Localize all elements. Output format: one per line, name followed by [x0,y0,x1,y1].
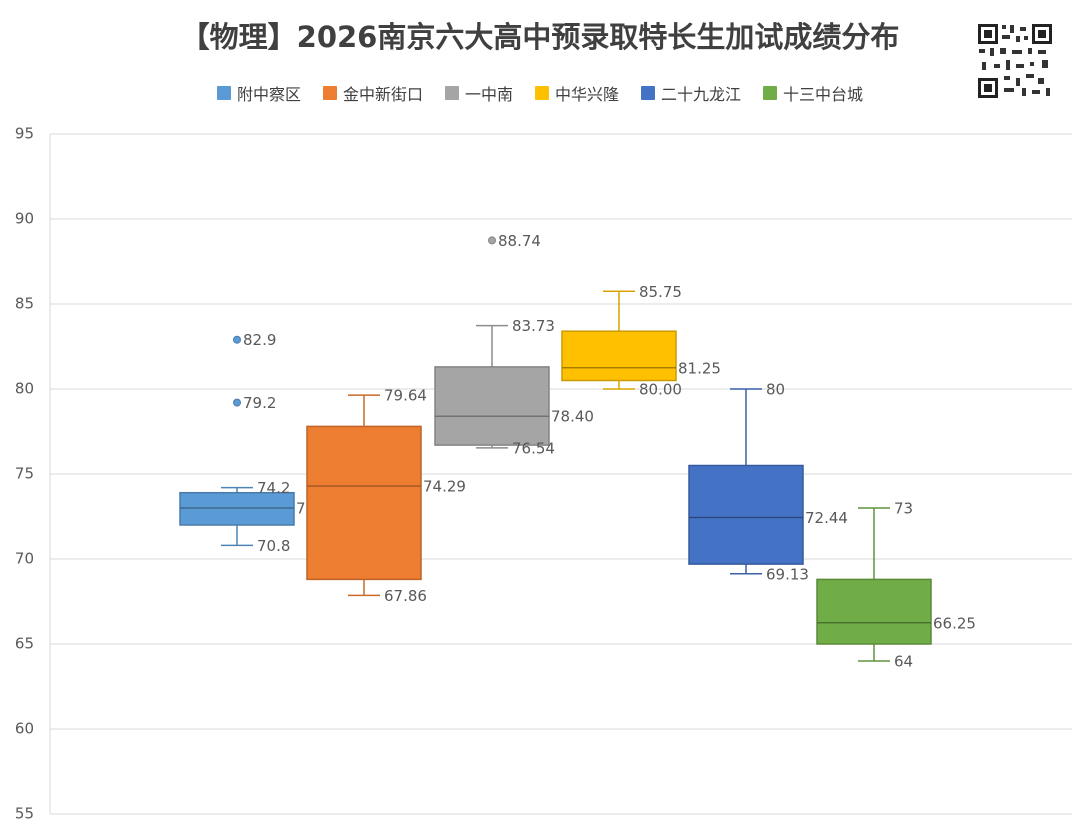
max-label: 79.64 [384,387,427,405]
y-tick-label: 55 [15,805,34,823]
box [306,425,422,581]
median-label: 81.25 [678,359,721,377]
max-label: 85.75 [639,283,682,301]
legend-label: 金中新街口 [342,85,423,104]
box [816,578,932,645]
median-label: 78.40 [551,408,594,426]
y-tick-label: 95 [15,125,34,143]
legend-label: 十三中台城 [783,85,864,104]
chart-legend: 附中察区 金中新街口 一中南 中华兴隆 二十九龙江 十三中台城 [0,80,1080,106]
legend-label: 一中南 [464,85,513,104]
legend-label: 附中察区 [236,85,301,104]
min-label: 80.00 [639,381,682,399]
legend-swatch [763,86,778,100]
legend-item: 中华兴隆 [535,80,619,106]
legend-item: 一中南 [444,80,513,106]
max-label: 83.73 [512,317,555,335]
outlier-label: 82.9 [243,331,276,349]
legend-swatch [444,86,459,100]
legend-label: 二十九龙江 [661,85,742,104]
median-label: 72.44 [805,509,848,527]
min-label: 67.86 [384,587,427,605]
min-label: 76.54 [512,439,555,457]
y-tick-label: 60 [15,720,34,738]
y-tick-label: 65 [15,635,34,653]
chart-title: 【物理】2026南京六大高中预录取特长生加试成绩分布 [180,20,900,54]
y-tick-label: 85 [15,295,34,313]
outlier-point [488,236,496,245]
legend-item: 十三中台城 [763,80,863,106]
legend-item: 附中察区 [216,80,301,106]
box [688,464,804,565]
y-tick-label: 70 [15,550,34,568]
box [434,366,550,446]
outlier-point [233,398,241,407]
outlier-point [233,335,241,344]
max-label: 73 [894,500,913,518]
max-label: 74.2 [257,479,290,497]
y-tick-label: 90 [15,210,34,228]
median-label: 66.25 [933,614,976,632]
outlier-label: 79.2 [243,394,276,412]
box [179,491,295,526]
box [561,330,677,382]
outlier-label: 88.74 [498,232,541,250]
legend-swatch [535,86,549,100]
y-tick-label: 80 [15,380,34,398]
y-tick-label: 75 [15,465,34,483]
legend-swatch [641,86,656,100]
legend-swatch [322,86,337,100]
qr-code-icon [976,22,1054,100]
legend-item: 二十九龙江 [641,80,741,106]
legend-swatch [216,86,231,100]
median-label: 74.29 [423,478,466,496]
max-label: 80 [766,381,785,399]
legend-item: 金中新街口 [322,80,423,106]
legend-label: 中华兴隆 [555,85,620,104]
min-label: 64 [894,653,913,671]
min-label: 70.8 [257,537,290,555]
min-label: 69.13 [766,565,809,583]
